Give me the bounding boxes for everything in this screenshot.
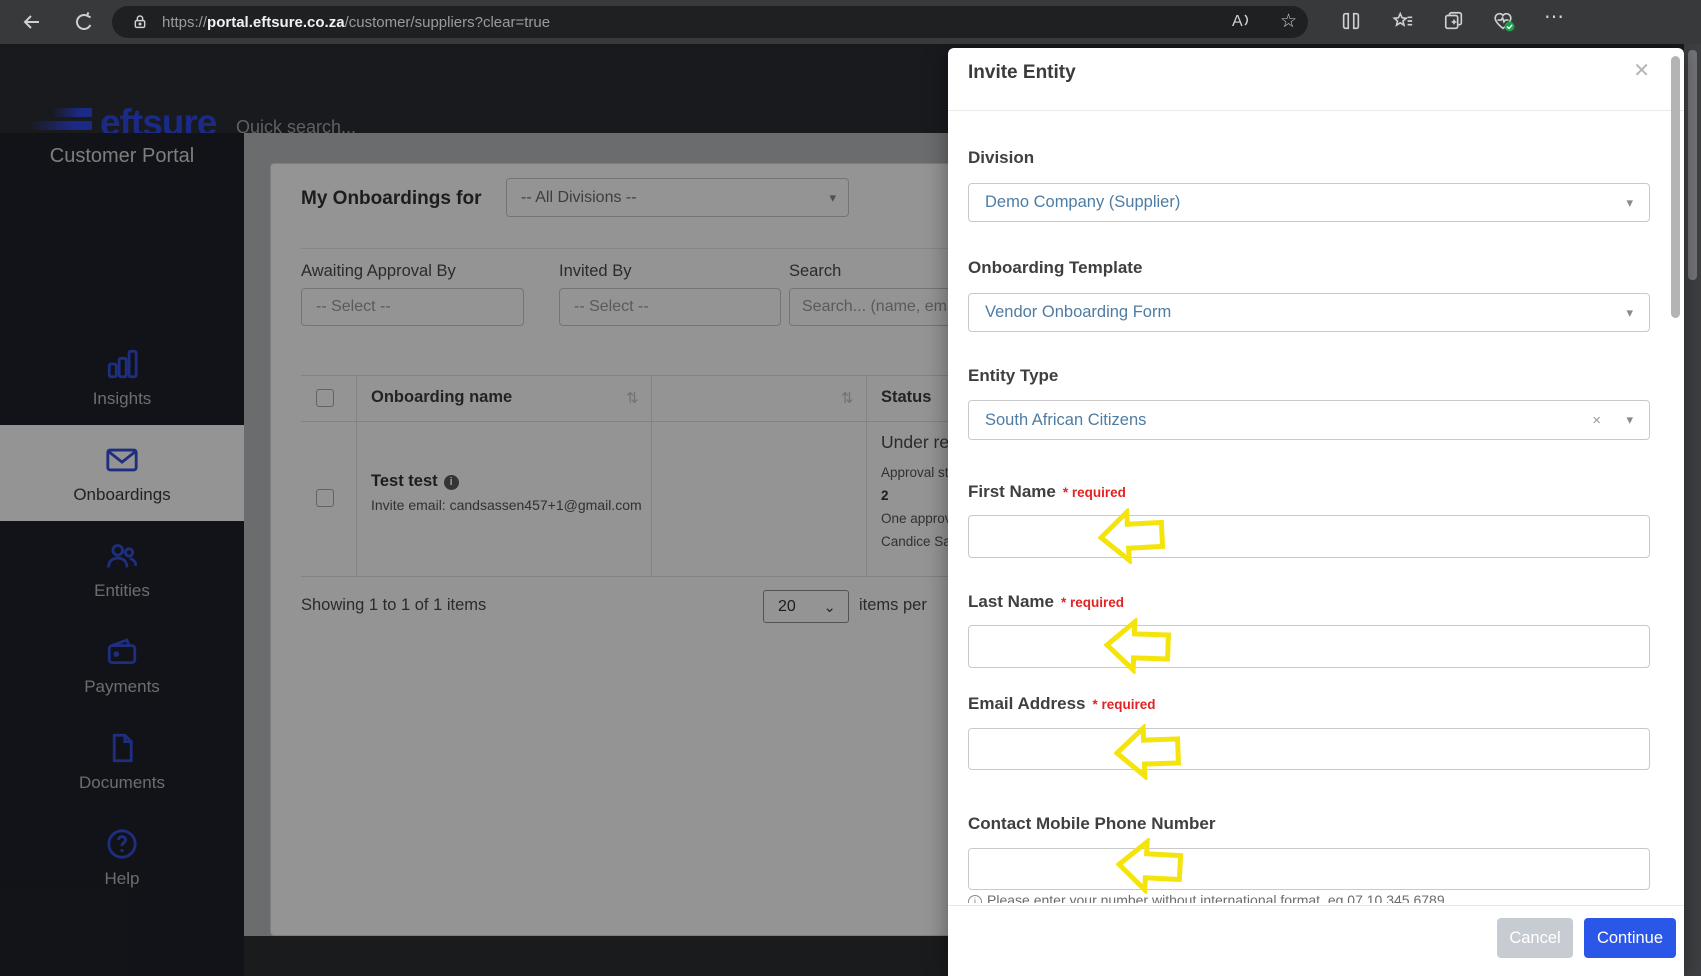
items-per-page-text: items per bbox=[859, 596, 927, 614]
invite-entity-modal: Invite Entity ✕ Division Demo Company (S… bbox=[948, 48, 1684, 976]
wallet-icon bbox=[105, 635, 139, 669]
close-icon[interactable]: ✕ bbox=[1633, 60, 1650, 82]
contact-mobile-field[interactable] bbox=[968, 848, 1650, 890]
chevron-down-icon: ▾ bbox=[1626, 412, 1633, 427]
modal-scrollbar-thumb[interactable] bbox=[1671, 56, 1680, 318]
required-badge: * required bbox=[1062, 485, 1126, 500]
select-all-checkbox[interactable] bbox=[316, 389, 334, 407]
row-onboarding-name: Test test i bbox=[371, 472, 459, 491]
quick-search-input[interactable]: Quick search... bbox=[236, 117, 357, 137]
division-filter-select[interactable]: -- All Divisions -- ▾ bbox=[506, 178, 849, 217]
row-invite-email: Invite email: candsassen457+1@gmail.com bbox=[371, 497, 642, 513]
info-icon: i bbox=[968, 895, 982, 903]
document-icon bbox=[105, 731, 139, 765]
column-header-status[interactable]: Status bbox=[881, 388, 932, 406]
column-divider bbox=[651, 375, 652, 576]
annotation-arrow-email bbox=[1113, 722, 1181, 782]
scrollbar-thumb[interactable] bbox=[1688, 50, 1697, 280]
sidebar-item-onboardings[interactable]: Onboardings bbox=[0, 425, 244, 521]
phone-format-helper: i Please enter your number without intern… bbox=[968, 892, 1588, 903]
first-name-label: First Name * required bbox=[968, 482, 1126, 501]
last-name-label: Last Name * required bbox=[968, 592, 1125, 611]
entity-type-select[interactable]: South African Citizens × ▾ bbox=[968, 400, 1650, 440]
info-icon[interactable]: i bbox=[443, 475, 459, 490]
filter-label-search: Search bbox=[789, 262, 842, 280]
chevron-down-icon: ⌄ bbox=[823, 598, 836, 616]
people-icon bbox=[105, 539, 139, 573]
invited-by-select[interactable]: -- Select -- bbox=[559, 288, 781, 326]
read-aloud-icon[interactable]: A bbox=[1232, 13, 1251, 31]
url-text[interactable]: https://portal.eftsure.co.za/customer/su… bbox=[162, 13, 551, 31]
annotation-arrow-phone bbox=[1115, 836, 1184, 896]
pagination-showing-text: Showing 1 to 1 of 1 items bbox=[301, 596, 487, 614]
chevron-down-icon: ▾ bbox=[1626, 304, 1633, 320]
refresh-icon[interactable] bbox=[72, 10, 96, 34]
sidebar-title: Customer Portal bbox=[49, 145, 195, 167]
sidebar-item-entities[interactable]: Entities bbox=[0, 521, 244, 617]
sidebar-item-insights[interactable]: Insights bbox=[0, 329, 244, 425]
modal-title: Invite Entity bbox=[968, 62, 1076, 83]
last-name-field[interactable] bbox=[968, 625, 1650, 668]
divider bbox=[948, 110, 1684, 111]
settings-ellipsis-icon[interactable]: ⋯ bbox=[1544, 6, 1564, 28]
awaiting-approval-select[interactable]: -- Select -- bbox=[301, 288, 524, 326]
chevron-down-icon: ▾ bbox=[1626, 194, 1633, 210]
column-divider bbox=[866, 375, 867, 576]
browser-scrollbar[interactable] bbox=[1684, 44, 1701, 976]
row-checkbox[interactable] bbox=[316, 489, 334, 507]
back-icon[interactable] bbox=[20, 10, 44, 34]
help-circle-icon bbox=[105, 827, 139, 861]
browser-essentials-icon[interactable] bbox=[1492, 10, 1515, 32]
page-size-select[interactable]: 20 ⌄ bbox=[763, 590, 849, 623]
division-label: Division bbox=[968, 148, 1035, 167]
filter-label-awaiting: Awaiting Approval By bbox=[301, 262, 456, 280]
page-title: My Onboardings for bbox=[301, 188, 482, 209]
split-screen-icon[interactable] bbox=[1340, 10, 1362, 32]
division-select[interactable]: Demo Company (Supplier) ▾ bbox=[968, 183, 1650, 222]
chevron-down-icon: ▾ bbox=[829, 189, 836, 205]
sidebar: Customer Portal Insights Onboardings Ent… bbox=[0, 133, 244, 976]
lock-icon[interactable] bbox=[132, 14, 148, 30]
envelope-icon bbox=[105, 443, 139, 477]
onboarding-template-select[interactable]: Vendor Onboarding Form ▾ bbox=[968, 293, 1650, 332]
onboarding-template-label: Onboarding Template bbox=[968, 258, 1143, 277]
required-badge: * required bbox=[1092, 697, 1156, 712]
sidebar-item-payments[interactable]: Payments bbox=[0, 617, 244, 713]
column-header-onboarding-name[interactable]: Onboarding name bbox=[371, 388, 513, 406]
annotation-arrow-last-name bbox=[1103, 616, 1171, 676]
bar-chart-icon bbox=[105, 347, 139, 381]
annotation-arrow-first-name bbox=[1097, 506, 1166, 566]
email-address-label: Email Address * required bbox=[968, 694, 1156, 713]
browser-chrome: https://portal.eftsure.co.za/customer/su… bbox=[0, 0, 1701, 44]
favorite-star-icon[interactable]: ☆ bbox=[1280, 11, 1298, 32]
sidebar-item-documents[interactable]: Documents bbox=[0, 713, 244, 809]
sort-icon[interactable]: ⇅ bbox=[841, 390, 854, 407]
contact-mobile-label: Contact Mobile Phone Number bbox=[968, 814, 1216, 833]
entity-type-label: Entity Type bbox=[968, 366, 1059, 385]
required-badge: * required bbox=[1060, 595, 1125, 610]
address-bar[interactable]: https://portal.eftsure.co.za/customer/su… bbox=[112, 6, 1308, 38]
first-name-field[interactable] bbox=[968, 515, 1650, 558]
cancel-button[interactable]: Cancel bbox=[1497, 918, 1573, 958]
clear-icon[interactable]: × bbox=[1592, 411, 1601, 429]
sort-icon[interactable]: ⇅ bbox=[626, 390, 639, 407]
favorites-bar-icon[interactable] bbox=[1392, 10, 1414, 32]
column-divider bbox=[356, 375, 357, 576]
modal-footer: Cancel Continue bbox=[948, 905, 1684, 976]
collections-icon[interactable] bbox=[1443, 10, 1465, 32]
filter-label-invited-by: Invited By bbox=[559, 262, 632, 280]
email-address-field[interactable] bbox=[968, 728, 1650, 770]
sidebar-item-help[interactable]: Help bbox=[0, 809, 244, 905]
continue-button[interactable]: Continue bbox=[1584, 918, 1676, 958]
